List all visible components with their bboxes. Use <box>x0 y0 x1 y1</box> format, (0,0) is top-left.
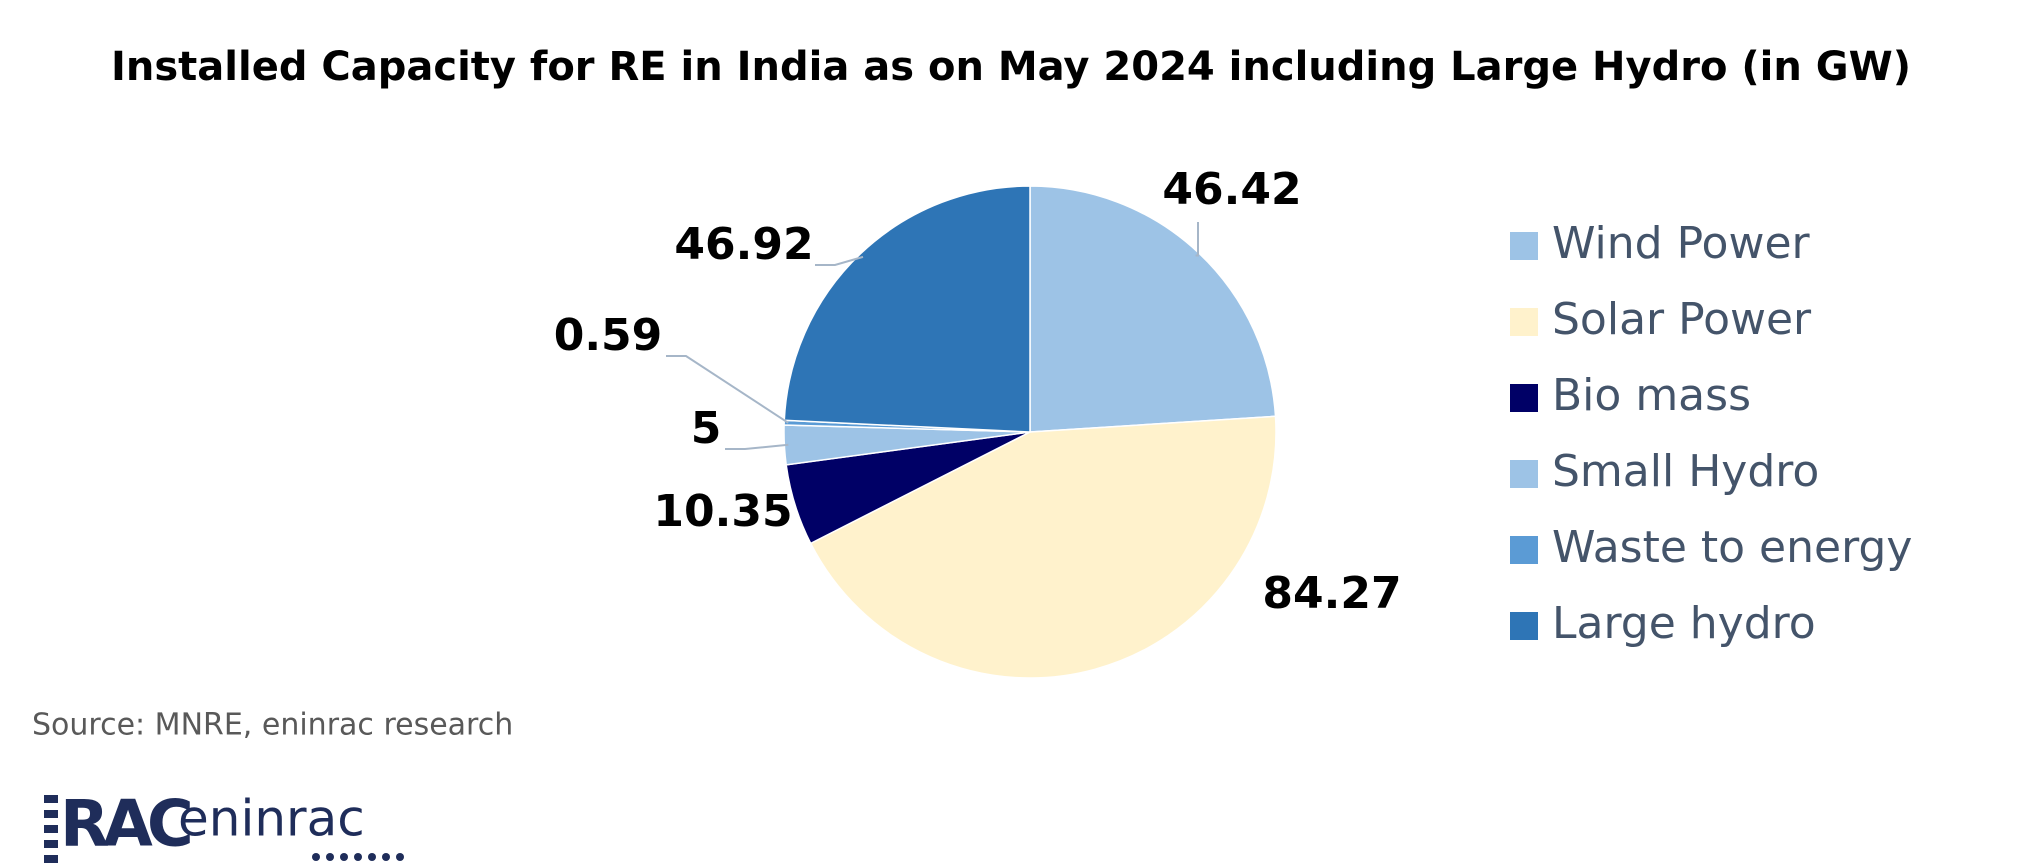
leader-line <box>815 255 864 266</box>
logo-stripes <box>44 795 58 863</box>
logo: RAC eninrac <box>44 788 404 863</box>
pie-slice <box>809 415 1277 679</box>
legend-label: Bio mass <box>1552 370 1751 421</box>
leader-line <box>666 355 789 424</box>
legend-swatch <box>1510 536 1538 564</box>
legend-label: Wind Power <box>1552 218 1811 269</box>
legend-swatch <box>1510 232 1538 260</box>
source: Source: MNRE, eninrac research <box>32 708 513 743</box>
logo-name: eninrac <box>178 790 365 848</box>
logo-mark: RAC <box>60 788 190 862</box>
data-label: 5 <box>691 403 722 454</box>
data-label: 46.92 <box>674 219 813 270</box>
legend-label: Large hydro <box>1552 598 1816 649</box>
data-label: 0.59 <box>554 310 663 361</box>
legend-label: Solar Power <box>1552 294 1812 345</box>
chart-title: Installed Capacity for RE in India as on… <box>111 44 1911 90</box>
data-label: 46.42 <box>1162 164 1301 215</box>
logo-dots <box>312 853 404 861</box>
legend-swatch <box>1510 308 1538 336</box>
data-label: 84.27 <box>1262 568 1401 619</box>
legend-swatch <box>1510 612 1538 640</box>
data-label: 10.35 <box>653 486 792 537</box>
legend-label: Waste to energy <box>1552 522 1912 573</box>
pie-slice <box>1029 185 1277 433</box>
pie-slice <box>783 185 1031 433</box>
leader-line <box>1195 222 1199 257</box>
legend-swatch <box>1510 384 1538 412</box>
legend-label: Small Hydro <box>1552 446 1819 497</box>
legend-swatch <box>1510 460 1538 488</box>
leader-line <box>725 443 789 450</box>
